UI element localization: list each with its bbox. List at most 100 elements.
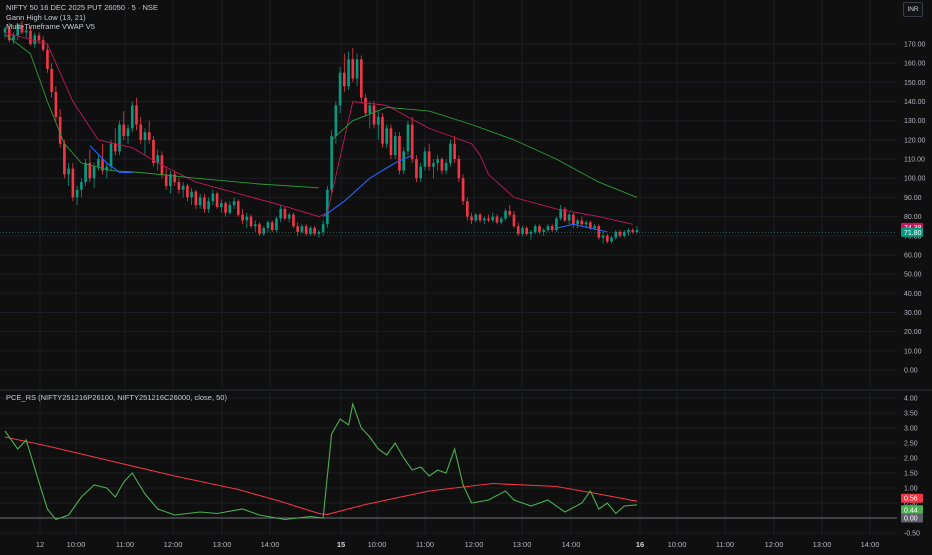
candle-body <box>533 226 537 232</box>
x-tick-label: 10:00 <box>67 540 86 549</box>
candle-body <box>470 216 473 221</box>
candle-body <box>491 216 495 221</box>
vwap-blue-line <box>556 223 608 233</box>
candle-body <box>118 124 121 152</box>
candle-body <box>627 230 630 232</box>
candle-body <box>372 105 376 125</box>
sub-grid <box>0 392 897 535</box>
y-tick-label: -0.50 <box>904 531 920 538</box>
currency-button[interactable]: INR <box>903 2 923 17</box>
candle-body <box>287 214 291 219</box>
y-tick-label: 50.00 <box>904 272 922 279</box>
candle-body <box>338 72 342 106</box>
candle-body <box>169 174 172 186</box>
candle-body <box>605 235 609 242</box>
candle-body <box>453 143 456 160</box>
y-axis-main[interactable]: 170.00 160.00 150.00 140.00 130.00 120.00 110.… <box>904 42 926 375</box>
candle-body <box>584 222 588 225</box>
candle-body <box>262 228 266 234</box>
candle-body <box>253 224 257 227</box>
x-tick-label: 14:00 <box>562 540 581 549</box>
candle-body <box>37 35 41 41</box>
y-tick-label: 20.00 <box>904 329 922 336</box>
candle-body <box>84 162 87 183</box>
x-tick-label: 15 <box>337 540 345 549</box>
y-tick-label: 3.00 <box>904 426 918 433</box>
candle-body <box>249 216 253 227</box>
candle-body <box>432 162 435 167</box>
legend-symbol[interactable]: NIFTY 50 16 DEC 2025 PUT 26050 · 5 · NSE <box>6 3 158 12</box>
candles <box>3 20 639 244</box>
legend-pce[interactable]: PCE_RS (NIFTY251216P26100, NIFTY251216C2… <box>6 393 227 402</box>
x-axis[interactable]: 12 10:00 11:00 12:00 13:00 14:00 15 10:00 11:00 1… <box>36 540 880 549</box>
y-tick-label: 80.00 <box>904 214 922 221</box>
candle-body <box>317 231 321 234</box>
x-tick-label: 10:00 <box>668 540 687 549</box>
candle-body <box>538 226 541 232</box>
candle-body <box>270 222 274 231</box>
candle-body <box>550 226 554 231</box>
candle-body <box>334 105 338 137</box>
candle-body <box>389 128 393 156</box>
candle-body <box>635 230 639 232</box>
candle-body <box>97 159 100 167</box>
x-tick-label: 12 <box>36 540 44 549</box>
y-tick-label: 0.50 <box>904 501 918 508</box>
legend-gann[interactable]: Gann High Low (13, 21) <box>6 12 86 22</box>
candle-body <box>436 159 439 163</box>
legend-vwap[interactable]: Multi-Timeframe VWAP V5 <box>6 22 95 31</box>
candle-body <box>622 231 626 236</box>
x-tick-label: 10:00 <box>368 540 387 549</box>
x-tick-label: 12:00 <box>465 540 484 549</box>
y-tick-label: 4.00 <box>904 396 918 403</box>
y-tick-label: 130.00 <box>904 118 926 125</box>
candle-body <box>618 231 622 236</box>
candle-body <box>296 226 299 232</box>
y-tick-label: 160.00 <box>904 61 926 68</box>
candle-body <box>109 143 113 167</box>
x-tick-label: 13:00 <box>513 540 532 549</box>
candle-body <box>88 162 92 179</box>
candle-body <box>593 226 596 229</box>
candle-body <box>343 72 346 87</box>
y-tick-label: 100.00 <box>904 176 926 183</box>
y-tick-label: 140.00 <box>904 99 926 106</box>
y-tick-label: 10.00 <box>904 348 922 355</box>
price-tag-label: 0.56 <box>904 496 918 503</box>
candle-body <box>508 210 512 215</box>
candle-body <box>207 201 210 209</box>
candle-body <box>461 178 465 202</box>
candle-body <box>631 230 635 232</box>
price-tags: 74.3871.800.560.440.00 <box>901 222 923 523</box>
candle-body <box>474 214 478 221</box>
sub-lines <box>0 401 897 521</box>
candle-body <box>415 159 418 179</box>
candle-body <box>516 226 520 234</box>
candle-body <box>164 174 168 186</box>
candle-body <box>559 208 562 219</box>
candle-body <box>572 214 575 225</box>
candle-body <box>525 228 529 234</box>
y-tick-label: 30.00 <box>904 310 922 317</box>
x-tick-label: 11:00 <box>416 540 434 549</box>
y-tick-label: 2.50 <box>904 441 918 448</box>
y-tick-label: 2.00 <box>904 456 918 463</box>
candle-body <box>224 203 227 213</box>
legend-sub: PCE_RS (NIFTY251216P26100, NIFTY251216C2… <box>6 393 227 403</box>
candle-body <box>203 197 206 209</box>
candle-body <box>347 59 350 87</box>
y-tick-label: 1.00 <box>904 486 918 493</box>
candle-body <box>355 59 359 79</box>
candle-body <box>580 220 584 225</box>
legend-main: NIFTY 50 16 DEC 2025 PUT 26050 · 5 · NSE… <box>6 3 158 32</box>
candle-body <box>232 201 236 206</box>
y-tick-label: 1.50 <box>904 471 918 478</box>
candle-body <box>101 159 104 171</box>
candle-body <box>402 151 406 171</box>
candle-body <box>449 143 452 163</box>
price-tag-bg <box>901 505 923 515</box>
candle-body <box>351 59 355 79</box>
candle-body <box>304 226 308 234</box>
